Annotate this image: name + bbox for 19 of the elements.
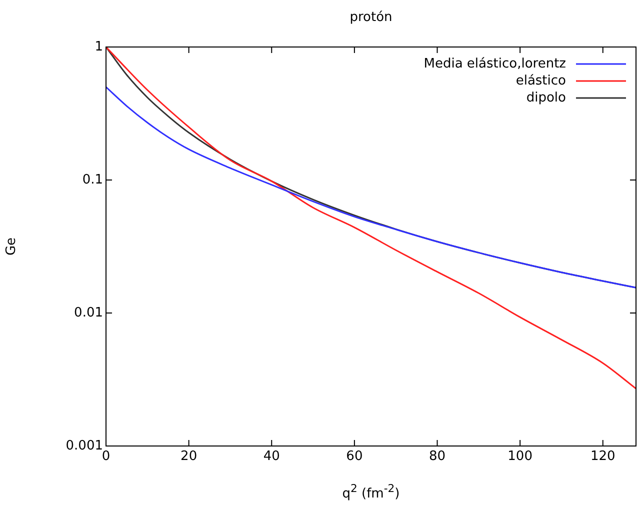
x-tick-label: 100 — [508, 449, 532, 464]
y-tick-label: 0.001 — [66, 438, 103, 454]
x-tick-label: 20 — [180, 449, 198, 464]
y-axis-title: Ge — [4, 237, 20, 256]
x-tick-label: 60 — [346, 449, 363, 464]
y-tick-label: 0.01 — [74, 305, 103, 320]
line-series — [106, 86, 636, 288]
line-series — [106, 47, 636, 390]
legend-label: elástico — [516, 73, 566, 88]
y-tick-label: 1 — [94, 39, 103, 54]
x-axis-title: q$^{2}$ (fm$^{-2}$) — [341, 482, 401, 502]
chart-title: protón — [348, 10, 394, 25]
x-tick-label: 120 — [590, 449, 616, 464]
y-tick-label: 0.1 — [82, 172, 103, 188]
legend-label: dipolo — [526, 90, 566, 106]
x-tick-label: 40 — [263, 449, 280, 464]
x-tick-label: 80 — [428, 449, 446, 464]
legend-label: Media elástico,lorentz — [424, 56, 566, 72]
x-tick-label: 0 — [102, 449, 110, 464]
